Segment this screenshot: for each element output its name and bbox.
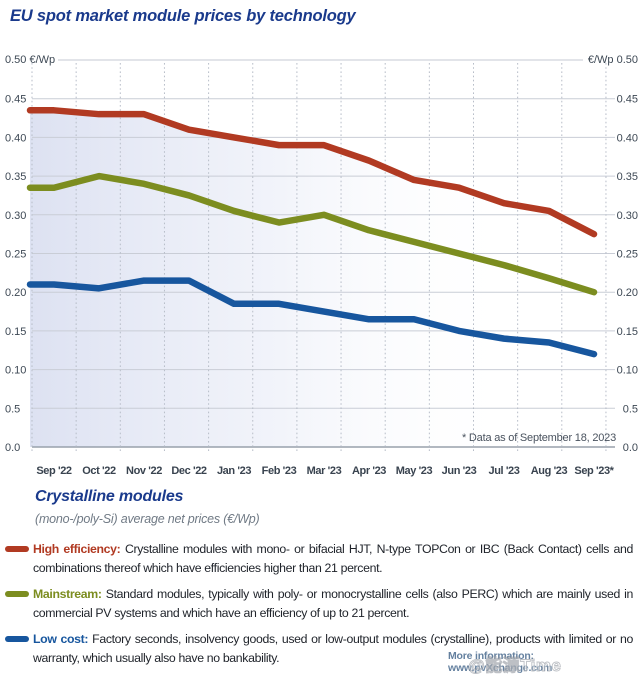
legend-heading: Crystalline modules	[35, 488, 184, 505]
svg-text:Mar '23: Mar '23	[307, 465, 342, 477]
more-info-text: More information: www.pvXchange.com	[448, 650, 553, 674]
svg-text:0.5: 0.5	[5, 403, 20, 415]
svg-text:* Data as of September 18, 202: * Data as of September 18, 2023	[462, 432, 616, 444]
svg-text:0.0: 0.0	[5, 442, 20, 454]
svg-text:Aug '23: Aug '23	[531, 465, 568, 477]
watermark: @能源Time	[468, 656, 562, 676]
svg-text:Jan '23: Jan '23	[217, 465, 251, 477]
legend-term: Low cost:	[33, 632, 89, 646]
svg-text:0.5: 0.5	[623, 403, 638, 415]
svg-text:May '23: May '23	[396, 465, 433, 477]
svg-text:0.35: 0.35	[5, 171, 26, 183]
legend-subheading: (mono-/poly-Si) average net prices (€/Wp…	[35, 512, 260, 526]
svg-text:Sep '23*: Sep '23*	[574, 465, 614, 477]
legend-entry-low-cost: Low cost: Factory seconds, insolvency go…	[5, 630, 633, 667]
svg-text:0.15: 0.15	[5, 326, 26, 338]
legend-term: Mainstream:	[33, 587, 102, 601]
legend-term: High efficiency:	[33, 542, 121, 556]
svg-text:0.0: 0.0	[623, 442, 638, 454]
legend-entry-high-efficiency: High efficiency: Crystalline modules wit…	[5, 540, 633, 577]
svg-text:Oct '22: Oct '22	[82, 465, 116, 477]
svg-text:0.10: 0.10	[5, 365, 26, 377]
svg-text:0.30: 0.30	[5, 210, 26, 222]
svg-text:0.15: 0.15	[617, 326, 638, 338]
legend-text: Crystalline modules with mono- or bifaci…	[33, 542, 633, 575]
svg-text:0.45: 0.45	[5, 94, 26, 106]
svg-text:Jun '23: Jun '23	[442, 465, 477, 477]
legend-text: Standard modules, typically with poly- o…	[33, 587, 633, 620]
svg-text:0.50 €/Wp: 0.50 €/Wp	[5, 54, 55, 66]
svg-text:Apr '23: Apr '23	[352, 465, 386, 477]
chart-title: EU spot market module prices by technolo…	[10, 7, 356, 25]
svg-text:Sep '22: Sep '22	[36, 465, 72, 477]
legend-text: Factory seconds, insolvency goods, used …	[33, 632, 634, 665]
svg-text:0.35: 0.35	[617, 171, 638, 183]
svg-text:0.30: 0.30	[617, 210, 638, 222]
svg-text:Jul '23: Jul '23	[488, 465, 519, 477]
svg-text:0.40: 0.40	[617, 132, 638, 144]
svg-text:Dec '22: Dec '22	[171, 465, 207, 477]
low-cost-line-swatch-icon	[5, 636, 29, 642]
svg-text:Feb '23: Feb '23	[262, 465, 297, 477]
svg-text:0.10: 0.10	[617, 365, 638, 377]
svg-text:0.40: 0.40	[5, 132, 26, 144]
svg-text:0.25: 0.25	[617, 249, 638, 261]
legend-entry-mainstream: Mainstream: Standard modules, typically …	[5, 585, 633, 622]
high-efficiency-line-swatch-icon	[5, 546, 29, 552]
svg-text:0.45: 0.45	[617, 94, 638, 106]
svg-text:0.20: 0.20	[617, 287, 638, 299]
mainstream-line-swatch-icon	[5, 591, 29, 597]
svg-text:€/Wp 0.50: €/Wp 0.50	[588, 54, 638, 66]
svg-text:Nov '22: Nov '22	[126, 465, 162, 477]
svg-text:0.25: 0.25	[5, 249, 26, 261]
price-chart: * Data as of September 18, 2023 0.50 €/Wp…	[5, 54, 638, 477]
svg-text:0.20: 0.20	[5, 287, 26, 299]
